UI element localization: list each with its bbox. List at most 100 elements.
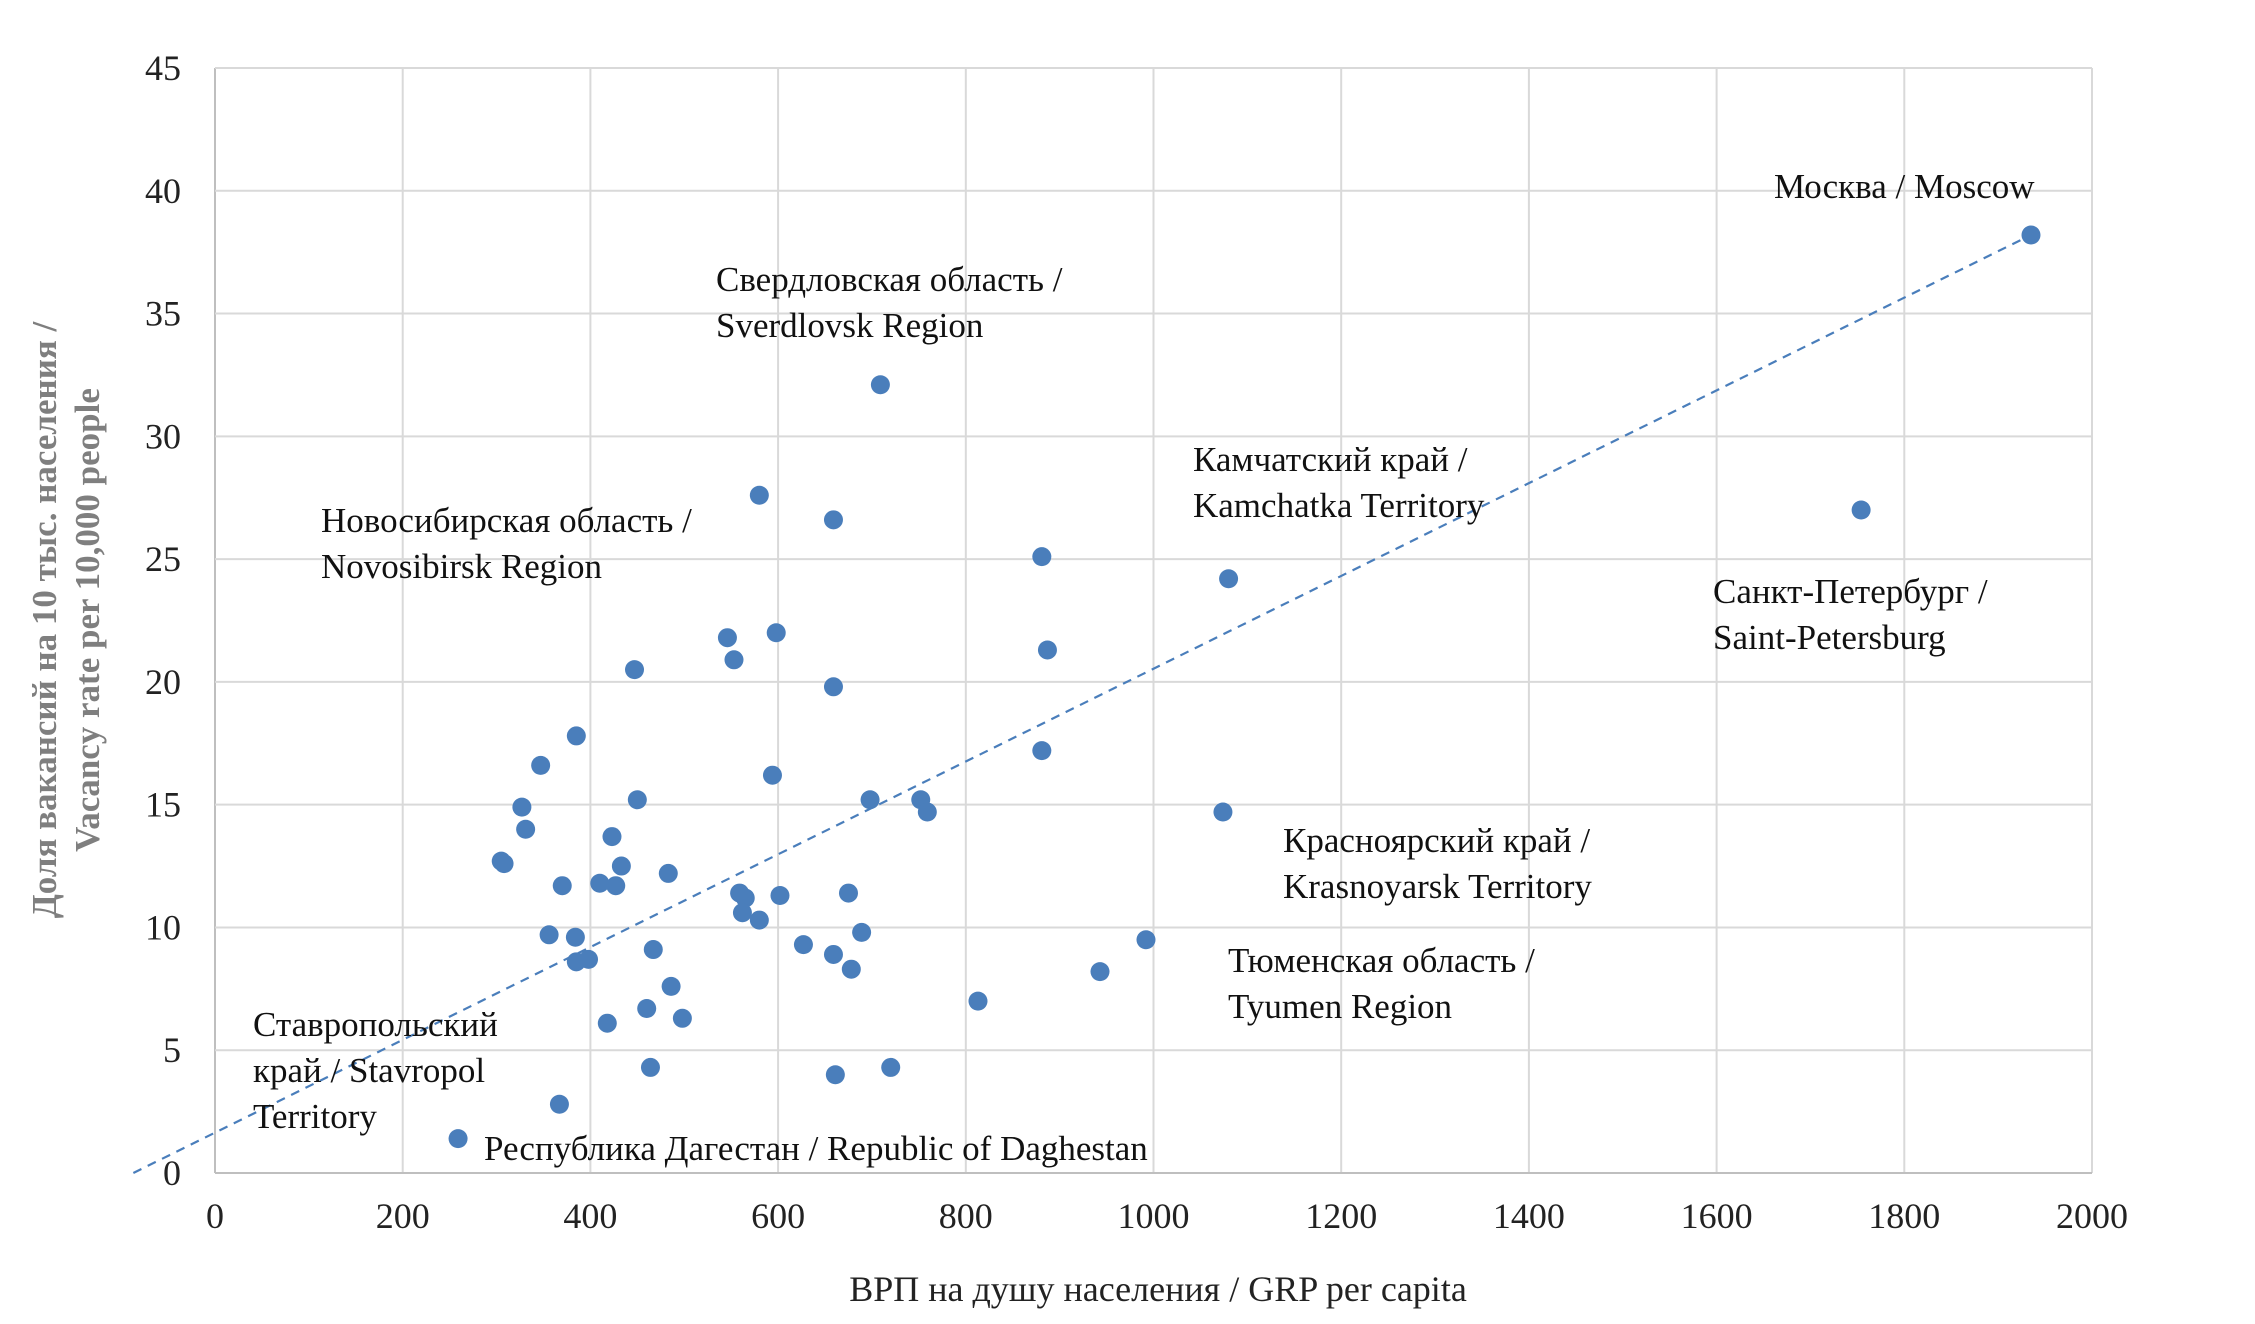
data-point — [1032, 741, 1052, 761]
data-point — [749, 485, 769, 505]
data-point — [494, 854, 514, 874]
data-point — [590, 873, 610, 893]
x-tick-label: 600 — [751, 1196, 805, 1236]
point-annotation: Novosibirsk Region — [321, 547, 602, 586]
x-tick-label: 800 — [939, 1196, 993, 1236]
data-point — [852, 922, 872, 942]
data-point — [637, 998, 657, 1018]
point-annotation: Saint-Petersburg — [1713, 618, 1946, 657]
data-point — [870, 375, 890, 395]
data-point — [658, 863, 678, 883]
y-tick-label: 5 — [163, 1030, 181, 1070]
data-point — [1219, 569, 1239, 589]
data-point — [627, 790, 647, 810]
x-tick-label: 2000 — [2056, 1196, 2128, 1236]
data-point — [565, 927, 585, 947]
data-point — [1037, 640, 1057, 660]
data-point — [770, 886, 790, 906]
y-axis-label-line2: Vacancy rate per 10,000 people — [68, 388, 107, 852]
data-point — [823, 944, 843, 964]
data-point — [825, 1065, 845, 1085]
y-tick-label: 35 — [145, 294, 181, 334]
data-point — [661, 976, 681, 996]
x-axis-label: ВРП на душу населения / GRP per capita — [849, 1269, 1467, 1309]
data-point — [640, 1057, 660, 1077]
data-point — [2021, 225, 2041, 245]
y-tick-label: 25 — [145, 539, 181, 579]
data-point — [625, 660, 645, 680]
point-annotation: Республика Дагестан / Republic of Daghes… — [484, 1129, 1148, 1168]
data-point — [552, 876, 572, 896]
data-point — [566, 952, 586, 972]
x-tick-label: 1600 — [1681, 1196, 1753, 1236]
annotations: Москва / Moscow Свердловская область / Sve… — [253, 167, 2035, 1168]
point-annotation: Territory — [253, 1097, 377, 1136]
y-tick-label: 0 — [163, 1153, 181, 1193]
point-annotation: Sverdlovsk Region — [716, 306, 983, 345]
data-point — [606, 876, 626, 896]
data-point — [549, 1094, 569, 1114]
point-annotation: Kamchatka Territory — [1193, 486, 1485, 525]
y-tick-label: 45 — [145, 48, 181, 88]
x-tick-label: 200 — [376, 1196, 430, 1236]
x-tick-label: 1400 — [1493, 1196, 1565, 1236]
data-point — [1136, 930, 1156, 950]
point-annotation: Свердловская область / — [716, 260, 1063, 299]
point-annotation: край / Stavropol — [253, 1051, 485, 1090]
y-tick-label: 40 — [145, 171, 181, 211]
grid — [214, 67, 2093, 1174]
data-point — [717, 628, 737, 648]
data-point — [766, 623, 786, 643]
x-tick-label: 0 — [206, 1196, 224, 1236]
y-tick-label: 10 — [145, 907, 181, 947]
data-point — [531, 755, 551, 775]
data-point — [1213, 802, 1233, 822]
data-point — [968, 991, 988, 1011]
point-annotation: Красноярский край / — [1283, 821, 1590, 860]
data-point — [597, 1013, 617, 1033]
y-tick-label: 20 — [145, 662, 181, 702]
x-tick-label: 400 — [563, 1196, 617, 1236]
data-point — [860, 790, 880, 810]
point-annotation: Новосибирская область / — [321, 501, 692, 540]
point-annotation: Москва / Moscow — [1774, 167, 2035, 206]
point-annotation: Камчатский край / — [1193, 440, 1468, 479]
data-point — [762, 765, 782, 785]
x-tick-label: 1800 — [1868, 1196, 1940, 1236]
tick-labels: 0 200 400 600 800 1000 1200 1400 1600 1800 2000 0 5 1… — [145, 48, 2128, 1236]
data-point — [516, 819, 536, 839]
data-point — [724, 650, 744, 670]
point-annotation: Tyumen Region — [1228, 987, 1452, 1026]
x-tick-label: 1200 — [1305, 1196, 1377, 1236]
data-point — [735, 888, 755, 908]
data-point — [841, 959, 861, 979]
trendline — [132, 233, 2032, 1174]
y-axis-label-line1: Доля вакансий на 10 тыс. населения / — [25, 320, 64, 918]
data-point — [1851, 500, 1871, 520]
data-point — [917, 802, 937, 822]
data-point — [672, 1008, 692, 1028]
y-tick-label: 30 — [145, 416, 181, 456]
data-point — [512, 797, 532, 817]
data-point — [823, 677, 843, 697]
data-point — [566, 726, 586, 746]
data-point — [838, 883, 858, 903]
data-point — [732, 903, 752, 923]
data-point — [611, 856, 631, 876]
data-point — [1032, 547, 1052, 567]
data-point — [602, 827, 622, 847]
data-point — [643, 940, 663, 960]
y-tick-label: 15 — [145, 785, 181, 825]
data-point — [881, 1057, 901, 1077]
point-annotation: Krasnoyarsk Territory — [1283, 867, 1592, 906]
data-points — [448, 225, 2041, 1149]
point-annotation: Ставропольский — [253, 1005, 498, 1044]
x-tick-label: 1000 — [1118, 1196, 1190, 1236]
data-point — [749, 910, 769, 930]
data-point — [1090, 962, 1110, 982]
data-point — [539, 925, 559, 945]
data-point — [793, 935, 813, 955]
data-point — [823, 510, 843, 530]
point-annotation: Тюменская область / — [1228, 941, 1535, 980]
